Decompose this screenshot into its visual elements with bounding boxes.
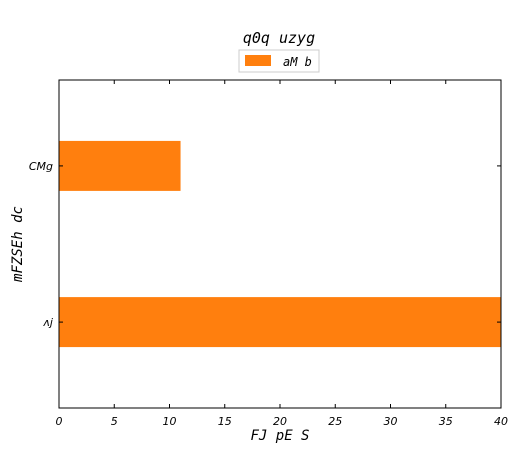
bar	[59, 297, 501, 348]
x-tick-label: 35	[439, 415, 453, 428]
x-tick-label: 20	[273, 415, 287, 428]
y-tick-label: ʌj	[42, 316, 54, 329]
x-tick-label: 40	[494, 415, 508, 428]
x-tick-label: 30	[384, 415, 398, 428]
y-axis-label: mFZSEh dc	[10, 206, 26, 283]
x-tick-label: 15	[218, 415, 232, 428]
bars	[59, 140, 501, 348]
legend-swatch	[245, 55, 271, 66]
chart-title: q0q uzyg	[243, 29, 315, 47]
x-tick-label: 25	[328, 415, 342, 428]
x-axis-label: FJ pE S	[250, 428, 309, 444]
x-ticks: 0 5 10 15 20 25 30 35 40	[56, 80, 508, 428]
x-tick-label: 5	[111, 415, 118, 428]
y-ticks: CMg ʌj	[29, 160, 501, 329]
x-tick-label: 10	[163, 415, 177, 428]
legend: aM b	[238, 49, 320, 73]
plot-frame	[58, 79, 502, 409]
y-tick-label: CMg	[29, 160, 53, 173]
bar	[59, 140, 181, 191]
x-tick-label: 0	[56, 415, 63, 428]
legend-label: aM b	[283, 55, 312, 69]
